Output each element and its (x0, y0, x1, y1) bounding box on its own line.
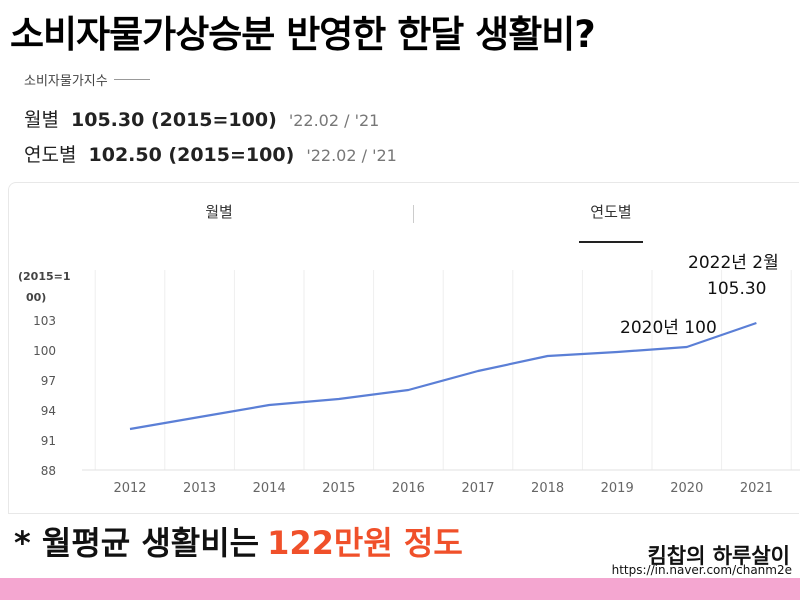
x-tick-label: 2018 (531, 481, 564, 496)
x-tick-label: 2020 (670, 481, 703, 496)
annotation-2020: 2020년 100 (620, 318, 717, 338)
source-url: https://in.naver.com/chanm2e (611, 563, 792, 577)
cpi-label-line (113, 79, 150, 80)
monthly-stat-period: '22.02 / '21 (288, 111, 380, 130)
page-title: 소비자물가상승분 반영한 한달 생활비? (10, 13, 596, 56)
x-tick-label: 2017 (461, 481, 494, 496)
yearly-stat-period: '22.02 / '21 (306, 146, 397, 165)
bottom-note-prefix: * 월평균 생활비는 (14, 524, 260, 562)
annotation-2022-value: 105.30 (707, 279, 766, 299)
tab-yearly[interactable]: 연도별 (590, 203, 632, 221)
cpi-label: 소비자물가지수 (24, 70, 150, 89)
yearly-stat-row: 연도별 102.50 (2015=100) '22.02 / '21 (24, 140, 397, 167)
x-tick-label: 2013 (183, 481, 216, 496)
y-tick-label: 91 (41, 434, 56, 448)
y-tick-label: 88 (41, 464, 56, 478)
y-unit-label: (2015=1 (18, 270, 71, 283)
x-tick-label: 2019 (601, 481, 634, 496)
brand-name: 킴찹의 하루살이 (647, 544, 790, 568)
monthly-stat-value: 105.30 (2015=100) (71, 109, 277, 131)
y-tick-label: 97 (41, 374, 56, 388)
y-unit-label: 00) (26, 291, 46, 304)
bottom-note: * 월평균 생활비는 122만원 정도 (14, 518, 463, 564)
annotation-2022-label: 2022년 2월 (688, 253, 779, 273)
x-tick-label: 2021 (740, 481, 773, 496)
tab-divider (413, 205, 414, 223)
monthly-stat-row: 월별 105.30 (2015=100) '22.02 / '21 (24, 105, 379, 132)
x-tick-label: 2012 (113, 481, 146, 496)
yearly-stat-label: 연도별 (24, 144, 77, 166)
monthly-stat-label: 월별 (24, 109, 59, 131)
x-tick-label: 2014 (253, 481, 286, 496)
chart-area: 88 91 94 97 100 103 (2015=1 00) 2012 2013 2014 2015… (18, 253, 800, 496)
series-line (129, 321, 757, 431)
bottom-note-highlight: 122만원 정도 (267, 524, 463, 562)
x-tick-label: 2015 (322, 481, 355, 496)
x-tick-label: 2016 (392, 481, 425, 496)
cpi-line-chart: 88 91 94 97 100 103 (2015=1 00) 2012 2013 2014 2015… (18, 253, 800, 496)
y-tick-label: 100 (33, 344, 56, 358)
y-tick-label: 94 (41, 404, 56, 418)
active-tab-underline (579, 241, 643, 243)
y-tick-label: 103 (33, 314, 56, 328)
tab-monthly[interactable]: 월별 (205, 203, 233, 221)
cpi-label-text: 소비자물가지수 (24, 74, 108, 89)
footer-bar (0, 578, 800, 600)
yearly-stat-value: 102.50 (2015=100) (88, 144, 295, 166)
chart-tabs: 월별 연도별 (9, 183, 799, 243)
